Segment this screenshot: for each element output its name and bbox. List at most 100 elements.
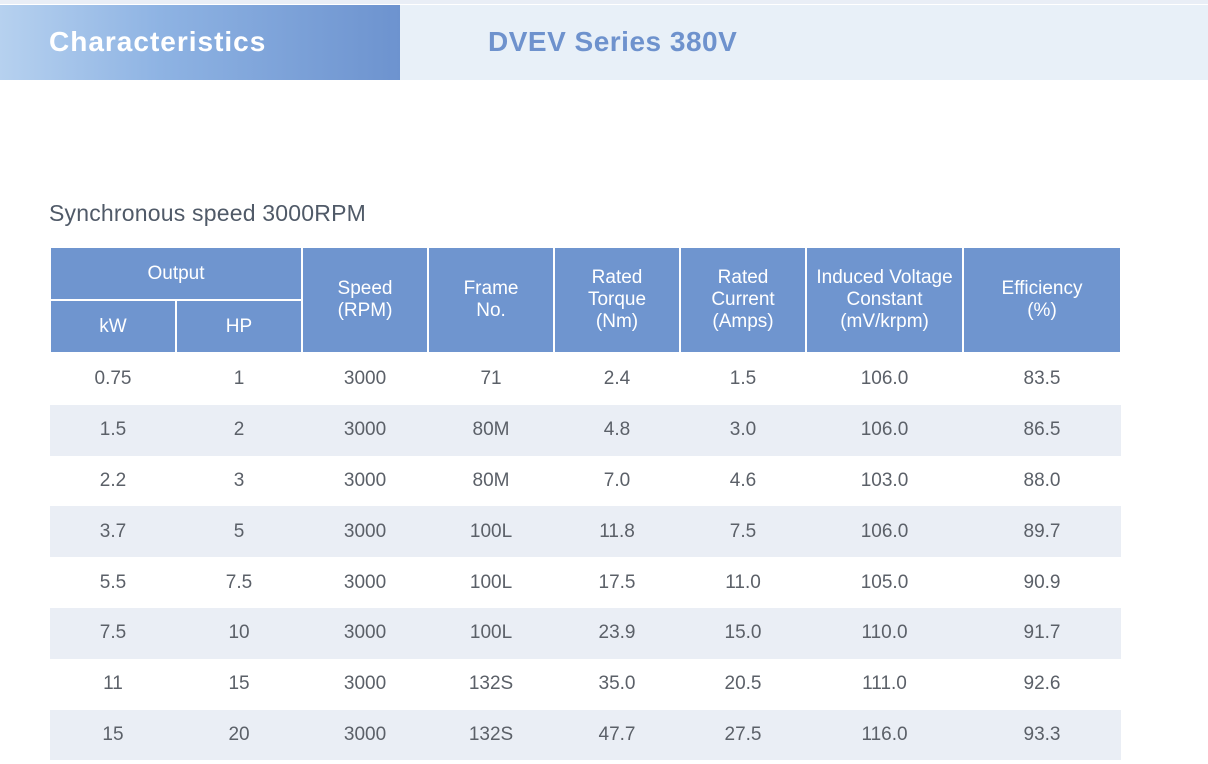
torque-header-line2: Torque <box>587 289 647 310</box>
table-row: 1.5 2 3000 80M 4.8 3.0 106.0 86.5 <box>50 404 1122 456</box>
voltage-header-line2: Constant <box>846 289 923 310</box>
voltage-cell: 103.0 <box>860 469 909 491</box>
hp-cell: 20 <box>176 709 303 761</box>
characteristics-title: Characteristics <box>49 26 267 57</box>
frame-cell: 80M <box>472 469 510 491</box>
frame-header: Frame No. <box>427 246 556 354</box>
kw-cell: 1.5 <box>50 404 176 456</box>
kw-cell: 2.2 <box>99 469 127 491</box>
voltage-cell: 110.0 <box>806 607 964 659</box>
efficiency-header-line1: Efficiency <box>1001 278 1083 299</box>
frame-header-line2: No. <box>476 300 506 321</box>
current-header-line3: (Amps) <box>712 311 774 332</box>
frame-cell: 71 <box>480 368 502 390</box>
voltage-cell: 106.0 <box>860 368 909 390</box>
torque-header-line1: Rated <box>591 267 643 288</box>
series-title: DVEV Series 380V <box>488 26 738 57</box>
voltage-header: Induced Voltage Constant (mV/krpm) <box>805 246 965 354</box>
efficiency-cell: 83.5 <box>1023 368 1061 390</box>
speed-header-line1: Speed <box>337 278 393 299</box>
hp-header: HP <box>174 299 304 354</box>
torque-cell: 23.9 <box>554 607 681 659</box>
speed-cell: 3000 <box>302 506 429 558</box>
hp-cell: 2 <box>176 404 303 456</box>
speed-header-line2: (RPM) <box>337 300 393 321</box>
current-cell: 1.5 <box>729 368 757 390</box>
current-cell: 15.0 <box>680 607 807 659</box>
torque-cell: 35.0 <box>598 673 636 695</box>
speed-cell: 3000 <box>343 571 387 593</box>
voltage-header-line3: (mV/krpm) <box>840 311 929 332</box>
kw-cell: 3.7 <box>50 506 176 558</box>
voltage-header-line1: Induced Voltage <box>816 267 953 288</box>
efficiency-cell: 92.6 <box>1023 673 1061 695</box>
efficiency-cell: 90.9 <box>1023 571 1061 593</box>
characteristics-tab[interactable]: Characteristics <box>0 5 400 80</box>
current-cell: 7.5 <box>680 506 807 558</box>
efficiency-cell: 89.7 <box>963 506 1122 558</box>
voltage-cell: 105.0 <box>860 571 909 593</box>
torque-cell: 17.5 <box>598 571 636 593</box>
efficiency-header: Efficiency (%) <box>962 246 1123 354</box>
table-row: 5.5 7.5 3000 100L 17.5 11.0 105.0 90.9 <box>50 557 1121 608</box>
torque-cell: 4.8 <box>554 404 681 456</box>
kw-cell: 5.5 <box>99 571 127 593</box>
current-header-line2: Current <box>711 289 775 310</box>
current-cell: 11.0 <box>725 571 761 593</box>
torque-cell: 7.0 <box>603 469 631 491</box>
speed-cell: 3000 <box>302 607 429 659</box>
voltage-cell: 116.0 <box>806 709 964 761</box>
hp-cell: 15 <box>228 673 250 695</box>
hp-cell: 5 <box>176 506 303 558</box>
speed-cell: 3000 <box>302 404 429 456</box>
torque-cell: 11.8 <box>554 506 681 558</box>
table-row: 15 20 3000 132S 47.7 27.5 116.0 93.3 <box>50 709 1122 761</box>
voltage-cell: 111.0 <box>862 673 907 695</box>
torque-cell: 2.4 <box>603 368 631 390</box>
current-cell: 27.5 <box>680 709 807 761</box>
efficiency-cell: 93.3 <box>963 709 1122 761</box>
current-cell: 20.5 <box>724 673 762 695</box>
speed-cell: 3000 <box>302 709 429 761</box>
speed-cell: 3000 <box>343 469 387 491</box>
speed-cell: 3000 <box>343 368 387 390</box>
output-header: Output <box>48 246 304 301</box>
table-row: 0.75 1 3000 71 2.4 1.5 106.0 83.5 <box>50 353 1121 405</box>
frame-cell: 132S <box>428 709 555 761</box>
voltage-cell: 106.0 <box>806 506 964 558</box>
hp-cell: 1 <box>233 368 245 390</box>
hp-cell: 3 <box>233 469 245 491</box>
frame-cell: 132S <box>468 673 514 695</box>
efficiency-cell: 86.5 <box>963 404 1122 456</box>
kw-cell: 15 <box>50 709 176 761</box>
torque-header-line3: (Nm) <box>595 311 639 332</box>
torque-header: Rated Torque (Nm) <box>553 246 682 354</box>
section-title: Synchronous speed 3000RPM <box>49 200 366 226</box>
table-subheader-row: kW HP <box>49 299 1121 354</box>
efficiency-cell: 88.0 <box>1023 469 1061 491</box>
voltage-cell: 106.0 <box>806 404 964 456</box>
torque-cell: 47.7 <box>554 709 681 761</box>
speed-cell: 3000 <box>343 673 387 695</box>
kw-cell: 7.5 <box>50 607 176 659</box>
current-header-line1: Rated <box>717 267 769 288</box>
kw-cell: 0.75 <box>94 368 132 390</box>
current-cell: 4.6 <box>729 469 757 491</box>
characteristics-table: Output Speed (RPM) Frame No. Rated Torqu… <box>48 246 1123 761</box>
efficiency-cell: 91.7 <box>963 607 1122 659</box>
table-row: 2.2 3 3000 80M 7.0 4.6 103.0 88.0 <box>50 456 1121 507</box>
kw-header: kW <box>49 299 177 354</box>
table-row: 7.5 10 3000 100L 23.9 15.0 110.0 91.7 <box>50 607 1122 659</box>
speed-header: Speed (RPM) <box>301 246 430 354</box>
current-cell: 3.0 <box>680 404 807 456</box>
frame-cell: 100L <box>469 571 513 593</box>
hp-cell: 7.5 <box>225 571 253 593</box>
table-row: 3.7 5 3000 100L 11.8 7.5 106.0 89.7 <box>50 506 1122 558</box>
frame-cell: 100L <box>428 506 555 558</box>
top-divider <box>0 0 1208 4</box>
efficiency-header-line2: (%) <box>1027 300 1057 321</box>
frame-cell: 80M <box>428 404 555 456</box>
series-banner: DVEV Series 380V <box>400 5 1208 80</box>
current-header: Rated Current (Amps) <box>679 246 808 354</box>
hp-cell: 10 <box>176 607 303 659</box>
